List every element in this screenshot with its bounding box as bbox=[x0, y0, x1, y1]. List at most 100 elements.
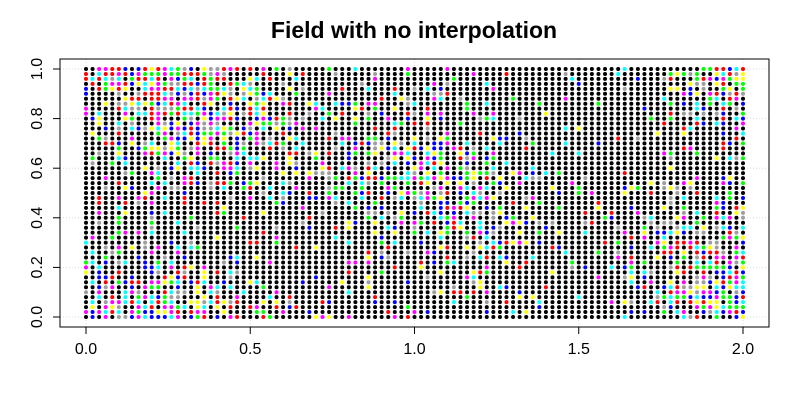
data-point bbox=[642, 146, 647, 151]
data-point bbox=[543, 260, 548, 265]
data-point bbox=[189, 121, 194, 126]
data-point bbox=[471, 220, 476, 225]
data-point bbox=[300, 265, 305, 270]
data-point bbox=[589, 126, 594, 131]
data-point bbox=[681, 166, 686, 171]
data-point bbox=[511, 151, 516, 156]
data-point bbox=[458, 151, 463, 156]
data-point bbox=[327, 255, 332, 260]
data-point bbox=[90, 71, 95, 76]
data-point bbox=[484, 176, 489, 181]
data-point bbox=[708, 181, 713, 186]
data-point bbox=[287, 265, 292, 270]
data-point bbox=[432, 205, 437, 210]
data-point bbox=[649, 186, 654, 191]
data-point bbox=[563, 280, 568, 285]
data-point bbox=[642, 215, 647, 220]
data-point bbox=[478, 176, 483, 181]
data-point bbox=[425, 255, 430, 260]
data-point bbox=[241, 91, 246, 96]
data-point bbox=[366, 220, 371, 225]
data-point bbox=[524, 111, 529, 116]
data-point bbox=[497, 240, 502, 245]
data-point bbox=[300, 195, 305, 200]
data-point bbox=[399, 76, 404, 81]
data-point bbox=[373, 151, 378, 156]
data-point bbox=[517, 176, 522, 181]
data-point bbox=[471, 300, 476, 305]
data-point bbox=[688, 300, 693, 305]
data-point bbox=[143, 166, 148, 171]
data-point bbox=[300, 315, 305, 319]
data-point bbox=[313, 161, 318, 166]
data-point bbox=[110, 265, 115, 270]
data-point bbox=[478, 126, 483, 131]
data-point bbox=[129, 225, 134, 230]
data-point bbox=[721, 235, 726, 240]
data-point bbox=[478, 270, 483, 275]
data-point bbox=[425, 166, 430, 171]
data-point bbox=[129, 111, 134, 116]
data-point bbox=[340, 225, 345, 230]
data-point bbox=[373, 280, 378, 285]
data-point bbox=[189, 81, 194, 86]
data-point bbox=[543, 220, 548, 225]
data-point bbox=[261, 106, 266, 111]
data-point bbox=[281, 171, 286, 176]
data-point bbox=[175, 225, 180, 230]
data-point bbox=[215, 225, 220, 230]
data-point bbox=[162, 67, 167, 71]
data-point bbox=[662, 275, 667, 280]
data-point bbox=[609, 315, 614, 319]
data-point bbox=[274, 285, 279, 290]
data-point bbox=[458, 280, 463, 285]
data-point bbox=[103, 101, 108, 106]
data-point bbox=[583, 91, 588, 96]
data-point bbox=[202, 205, 207, 210]
data-point bbox=[248, 191, 253, 195]
data-point bbox=[681, 101, 686, 106]
data-point bbox=[491, 200, 496, 205]
data-point bbox=[399, 270, 404, 275]
data-point bbox=[576, 240, 581, 245]
data-point bbox=[622, 280, 627, 285]
data-point bbox=[451, 235, 456, 240]
data-point bbox=[432, 240, 437, 245]
data-point bbox=[642, 191, 647, 195]
data-point bbox=[563, 131, 568, 136]
data-point bbox=[708, 186, 713, 191]
data-point bbox=[596, 86, 601, 91]
data-point bbox=[103, 76, 108, 81]
data-point bbox=[649, 295, 654, 300]
data-point bbox=[373, 235, 378, 240]
data-point bbox=[465, 176, 470, 181]
data-point bbox=[97, 290, 102, 295]
data-point bbox=[451, 101, 456, 106]
data-point bbox=[156, 121, 161, 126]
data-point bbox=[405, 195, 410, 200]
data-point bbox=[563, 205, 568, 210]
data-point bbox=[662, 270, 667, 275]
data-point bbox=[392, 305, 397, 310]
data-point bbox=[320, 280, 325, 285]
data-point bbox=[517, 220, 522, 225]
data-point bbox=[550, 116, 555, 121]
data-point bbox=[557, 186, 562, 191]
data-point bbox=[570, 245, 575, 250]
data-point bbox=[458, 260, 463, 265]
data-point bbox=[649, 156, 654, 161]
data-point bbox=[622, 275, 627, 280]
data-point bbox=[537, 171, 542, 176]
data-point bbox=[90, 96, 95, 101]
data-point bbox=[629, 176, 634, 181]
data-point bbox=[530, 141, 535, 146]
data-point bbox=[537, 250, 542, 255]
data-point bbox=[116, 315, 121, 319]
data-point bbox=[438, 280, 443, 285]
data-point bbox=[649, 141, 654, 146]
data-point bbox=[156, 151, 161, 156]
data-point bbox=[116, 210, 121, 215]
data-point bbox=[681, 86, 686, 91]
data-point bbox=[182, 106, 187, 111]
data-point bbox=[537, 141, 542, 146]
